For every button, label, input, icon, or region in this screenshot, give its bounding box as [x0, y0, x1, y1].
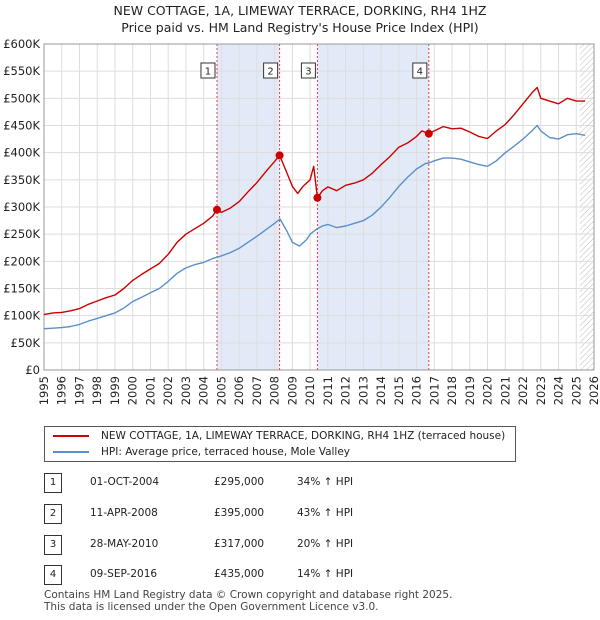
x-tick-label: 1999 — [108, 376, 122, 405]
x-tick-label: 2013 — [356, 376, 370, 405]
x-tick-label: 2010 — [303, 376, 317, 405]
x-tick-label: 2020 — [481, 376, 495, 405]
sale-number-label: 2 — [267, 67, 273, 78]
transaction-number-badge: 2 — [44, 504, 62, 524]
x-tick-label: 2026 — [587, 376, 600, 405]
legend-item-property: NEW COTTAGE, 1A, LIMEWAY TERRACE, DORKIN… — [53, 428, 505, 444]
transaction-number-badge: 3 — [44, 535, 62, 555]
x-tick-label: 2016 — [410, 376, 424, 405]
x-tick-label: 2025 — [569, 376, 583, 405]
sale-number-box — [200, 62, 216, 79]
sale-number-box — [412, 62, 428, 79]
y-tick-label: £0 — [25, 363, 40, 377]
transaction-price: £435,000 — [214, 568, 265, 580]
sale-number-box — [263, 62, 279, 79]
y-tick-label: £300K — [3, 200, 40, 214]
transaction-date: 11-APR-2008 — [90, 507, 158, 519]
chart-legend: NEW COTTAGE, 1A, LIMEWAY TERRACE, DORKIN… — [44, 426, 516, 462]
transaction-row: 4 09-SEP-2016 £435,000 14% ↑ HPI — [44, 565, 444, 585]
y-tick-label: £150K — [3, 282, 40, 296]
y-tick-label: £100K — [3, 309, 40, 323]
x-tick-label: 2023 — [534, 376, 548, 405]
transaction-number-badge: 1 — [44, 473, 62, 493]
sale-point — [212, 205, 221, 214]
x-tick-label: 2009 — [285, 376, 299, 405]
plot-frame — [43, 43, 595, 371]
x-tick-label: 1998 — [90, 376, 104, 405]
property-series-line — [43, 86, 586, 316]
transaction-date: 09-SEP-2016 — [90, 568, 158, 580]
y-tick-label: £350K — [3, 173, 40, 187]
x-tick-label: 1997 — [72, 376, 86, 405]
transaction-date: 01-OCT-2004 — [90, 476, 159, 488]
transaction-price: £317,000 — [214, 538, 265, 550]
transaction-hpi-change: 34% ↑ HPI — [297, 476, 354, 488]
transaction-price: £295,000 — [214, 476, 265, 488]
transaction-row: 3 28-MAY-2010 £317,000 20% ↑ HPI — [44, 535, 444, 555]
y-tick-label: £200K — [3, 254, 40, 268]
x-tick-label: 2003 — [179, 376, 193, 405]
x-tick-label: 2018 — [445, 376, 459, 405]
x-tick-label: 2000 — [126, 376, 140, 405]
y-tick-label: £400K — [3, 146, 40, 160]
sale-number-label: 3 — [305, 67, 311, 78]
x-tick-label: 2021 — [498, 376, 512, 405]
transaction-row: 2 11-APR-2008 £395,000 43% ↑ HPI — [44, 504, 444, 524]
sale-number-label: 1 — [205, 67, 211, 78]
legend-item-hpi: HPI: Average price, terraced house, Mole… — [53, 444, 350, 460]
sale-number-box — [300, 62, 316, 79]
transaction-hpi-change: 43% ↑ HPI — [297, 507, 354, 519]
y-tick-label: £50K — [11, 336, 41, 350]
y-tick-label: £450K — [3, 119, 40, 133]
price-chart: £0 £50K £100K £150K £200K £250K £300K £350K £400… — [3, 37, 600, 405]
transaction-date: 28-MAY-2010 — [90, 538, 159, 550]
footer-notice: Contains HM Land Registry data © Crown c… — [44, 589, 452, 613]
x-tick-label: 2011 — [321, 376, 335, 405]
x-tick-label: 2005 — [214, 376, 228, 405]
hpi-series-line — [43, 124, 586, 330]
x-tick-label: 2012 — [339, 376, 353, 405]
x-tick-label: 2015 — [392, 376, 406, 405]
chart-subtitle: Price paid vs. HM Land Registry's House … — [121, 20, 479, 35]
footer-licence: This data is licensed under the Open Gov… — [44, 601, 379, 613]
x-tick-label: 1995 — [37, 376, 51, 405]
transaction-price: £395,000 — [214, 507, 265, 519]
y-tick-label: £250K — [3, 227, 40, 241]
sale-number-label: 4 — [417, 67, 423, 78]
chart-title: NEW COTTAGE, 1A, LIMEWAY TERRACE, DORKIN… — [113, 3, 487, 18]
x-tick-label: 2024 — [552, 376, 566, 405]
legend-swatch-property — [53, 435, 89, 437]
x-tick-label: 2014 — [374, 376, 388, 405]
x-tick-label: 2022 — [516, 376, 530, 405]
y-tick-label: £550K — [3, 64, 40, 78]
x-tick-label: 2008 — [268, 376, 282, 405]
x-tick-label: 2007 — [250, 376, 264, 405]
x-tick-label: 2002 — [161, 376, 175, 405]
chart-title-block: NEW COTTAGE, 1A, LIMEWAY TERRACE, DORKIN… — [0, 2, 600, 36]
sale-point — [424, 129, 433, 138]
transaction-row: 1 01-OCT-2004 £295,000 34% ↑ HPI — [44, 473, 444, 493]
sale-point — [275, 151, 284, 160]
sale-point — [313, 193, 322, 202]
y-tick-label: £500K — [3, 91, 40, 105]
footer-copyright: Contains HM Land Registry data © Crown c… — [44, 589, 453, 601]
legend-label-property: NEW COTTAGE, 1A, LIMEWAY TERRACE, DORKIN… — [101, 430, 506, 442]
x-tick-label: 2001 — [143, 376, 157, 405]
legend-swatch-hpi — [53, 451, 89, 453]
x-tick-label: 2004 — [197, 376, 211, 405]
x-tick-label: 2006 — [232, 376, 246, 405]
legend-label-hpi: HPI: Average price, terraced house, Mole… — [101, 446, 351, 458]
transaction-hpi-change: 20% ↑ HPI — [297, 538, 354, 550]
x-tick-label: 2019 — [463, 376, 477, 405]
x-tick-label: 2017 — [427, 376, 441, 405]
x-tick-label: 1996 — [55, 376, 69, 405]
transaction-hpi-change: 14% ↑ HPI — [297, 568, 354, 580]
transaction-number-badge: 4 — [44, 565, 62, 585]
y-tick-label: £600K — [3, 37, 40, 51]
